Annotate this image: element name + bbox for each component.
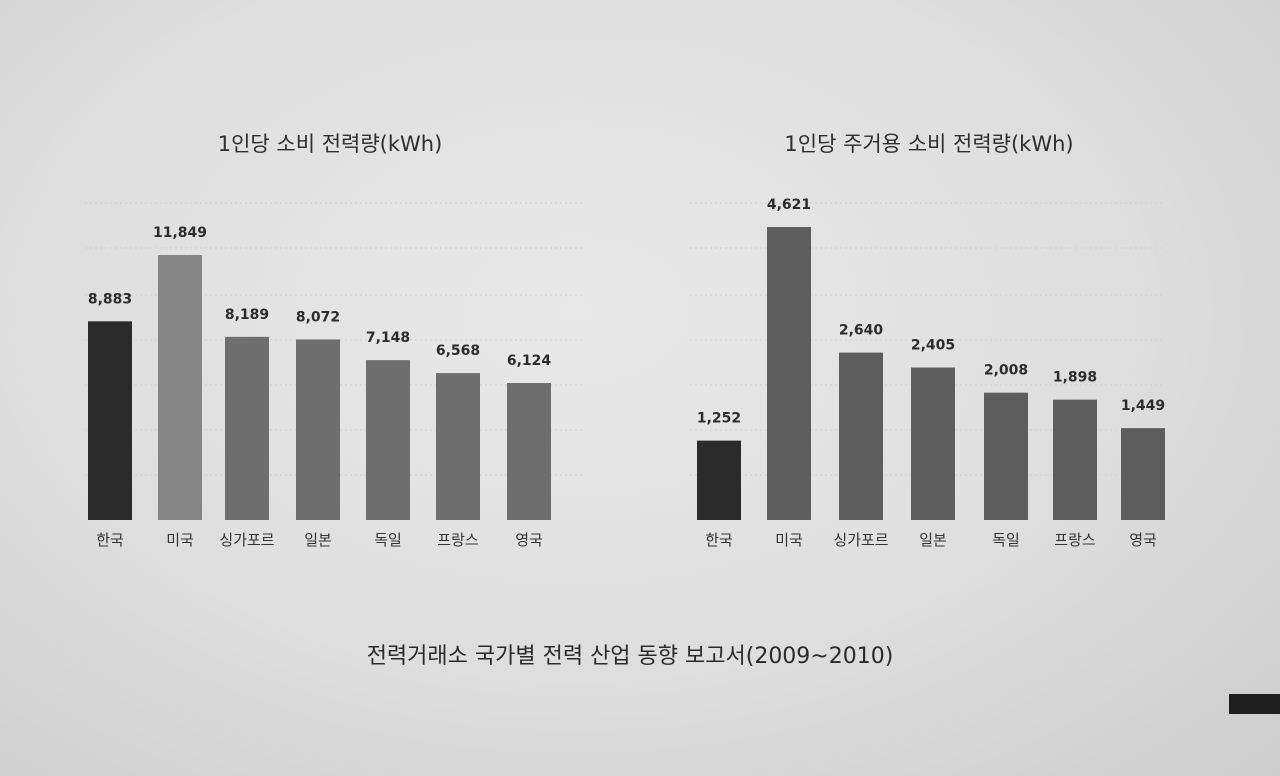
category-label-0: 한국 (705, 531, 733, 549)
bar-1 (767, 227, 811, 520)
category-label-1: 미국 (775, 531, 803, 549)
bar-5 (1053, 399, 1097, 520)
value-label-1: 11,849 (153, 225, 207, 241)
bar-6 (1121, 428, 1165, 520)
category-label-3: 일본 (919, 531, 947, 549)
category-labels: 한국 미국 싱가포르 일본 독일 프랑스 영국 (96, 531, 543, 549)
value-label-2: 8,189 (225, 307, 269, 323)
category-label-2: 싱가포르 (219, 531, 274, 549)
value-label-6: 1,449 (1121, 398, 1165, 414)
bar-4 (984, 392, 1028, 520)
page-edge-tab (1229, 694, 1280, 714)
bar-4 (366, 360, 410, 520)
category-label-6: 영국 (1129, 531, 1157, 549)
value-label-3: 8,072 (296, 309, 340, 325)
value-label-5: 6,568 (436, 343, 480, 359)
value-label-2: 2,640 (839, 323, 884, 339)
category-label-1: 미국 (166, 531, 194, 549)
value-label-1: 4,621 (767, 197, 811, 213)
category-label-4: 독일 (992, 531, 1020, 549)
bar-2 (839, 352, 883, 520)
value-label-0: 1,252 (697, 411, 741, 427)
value-label-0: 8,883 (88, 291, 132, 307)
category-label-2: 싱가포르 (833, 531, 888, 549)
category-label-3: 일본 (304, 531, 332, 549)
category-label-5: 프랑스 (437, 531, 479, 549)
value-label-6: 6,124 (507, 353, 552, 369)
chart-per-capita-residential-consumption: 1인당 주거용 소비 전력량(kWh) 1,252 4,621 2,640 2,405… (690, 132, 1165, 549)
bars (697, 227, 1165, 520)
bar-0 (88, 321, 132, 520)
bar-6 (507, 383, 551, 520)
bar-2 (225, 336, 269, 520)
category-label-0: 한국 (96, 531, 124, 549)
bar-0 (697, 440, 741, 520)
bars (88, 255, 551, 520)
category-labels: 한국 미국 싱가포르 일본 독일 프랑스 영국 (705, 531, 1157, 549)
value-label-4: 7,148 (366, 330, 410, 346)
source-caption: 전력거래소 국가별 전력 산업 동향 보고서(2009~2010) (366, 644, 894, 669)
bar-3 (296, 339, 340, 520)
value-label-5: 1,898 (1053, 370, 1097, 386)
value-label-4: 2,008 (984, 363, 1028, 379)
value-label-3: 2,405 (911, 338, 955, 354)
value-labels: 8,883 11,849 8,189 8,072 7,148 6,568 6,124 (88, 225, 552, 369)
bar-3 (911, 367, 955, 520)
chart-title: 1인당 주거용 소비 전력량(kWh) (784, 132, 1073, 156)
bar-5 (436, 373, 480, 520)
category-label-6: 영국 (515, 531, 543, 549)
category-label-5: 프랑스 (1054, 531, 1096, 549)
category-label-4: 독일 (374, 531, 402, 549)
chart-title: 1인당 소비 전력량(kWh) (218, 132, 443, 156)
value-labels: 1,252 4,621 2,640 2,405 2,008 1,898 1,449 (697, 197, 1165, 427)
chart-per-capita-consumption: 1인당 소비 전력량(kWh) 8,883 11,849 8,189 8,072 7,1… (85, 132, 585, 549)
bar-1 (158, 255, 202, 520)
